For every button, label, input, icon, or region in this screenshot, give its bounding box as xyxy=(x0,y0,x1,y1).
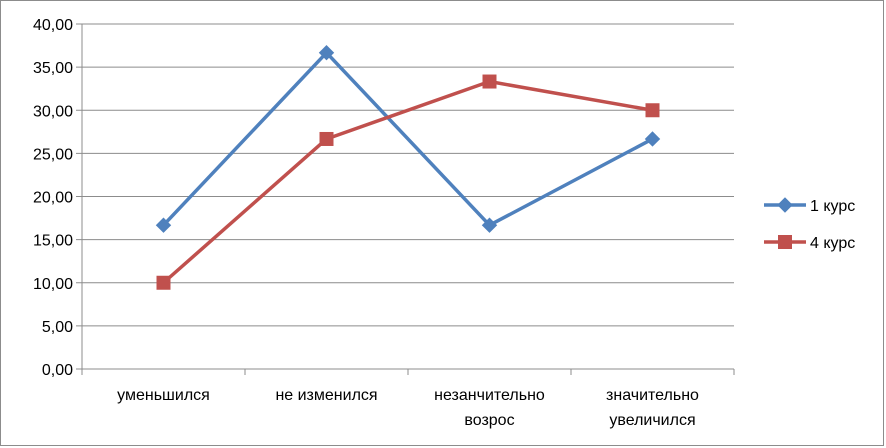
data-point xyxy=(319,131,334,146)
y-tick-label: 25,00 xyxy=(33,146,73,163)
legend-marker xyxy=(778,235,792,249)
y-tick-label: 35,00 xyxy=(33,60,73,77)
data-point xyxy=(156,275,171,290)
gridlines xyxy=(82,23,734,327)
data-point xyxy=(155,217,172,233)
legend-entry: 1 курс xyxy=(764,197,855,215)
series-2 xyxy=(156,74,660,290)
y-tick-label: 0,00 xyxy=(42,362,73,379)
series-line xyxy=(162,50,654,227)
category-labels: уменьшился не изменился незанчительно возро… xyxy=(117,387,699,429)
data-point xyxy=(318,45,335,61)
x-tick-label: не изменился xyxy=(275,387,377,404)
x-tick-label: незанчительно возрос xyxy=(434,387,545,429)
y-tick-label: 30,00 xyxy=(33,103,73,120)
legend: 1 курс 4 курс xyxy=(764,197,855,252)
data-point xyxy=(644,131,661,147)
y-tick-label: 5,00 xyxy=(42,319,73,336)
x-tick-label: уменьшился xyxy=(117,387,210,404)
legend-marker xyxy=(777,197,793,213)
series-lines xyxy=(155,45,661,290)
series-line xyxy=(162,79,653,285)
y-tick-label: 10,00 xyxy=(33,276,73,293)
series-1 xyxy=(155,45,661,233)
y-tick-label: 20,00 xyxy=(33,190,73,207)
y-tick-label: 15,00 xyxy=(33,233,73,250)
data-point xyxy=(481,217,498,233)
y-tick-label: 40,00 xyxy=(33,17,73,34)
legend-entry: 4 курс xyxy=(764,235,855,252)
data-point xyxy=(645,103,660,118)
y-tick-labels: 0,00 5,00 10,00 15,00 20,00 25,00 30,00 35,00 40… xyxy=(33,17,73,379)
legend-label: 4 курс xyxy=(810,235,855,252)
legend-label: 1 курс xyxy=(810,198,855,215)
data-point xyxy=(482,74,497,89)
x-tick-label: значительно увеличился xyxy=(606,387,699,429)
axes xyxy=(76,23,735,375)
